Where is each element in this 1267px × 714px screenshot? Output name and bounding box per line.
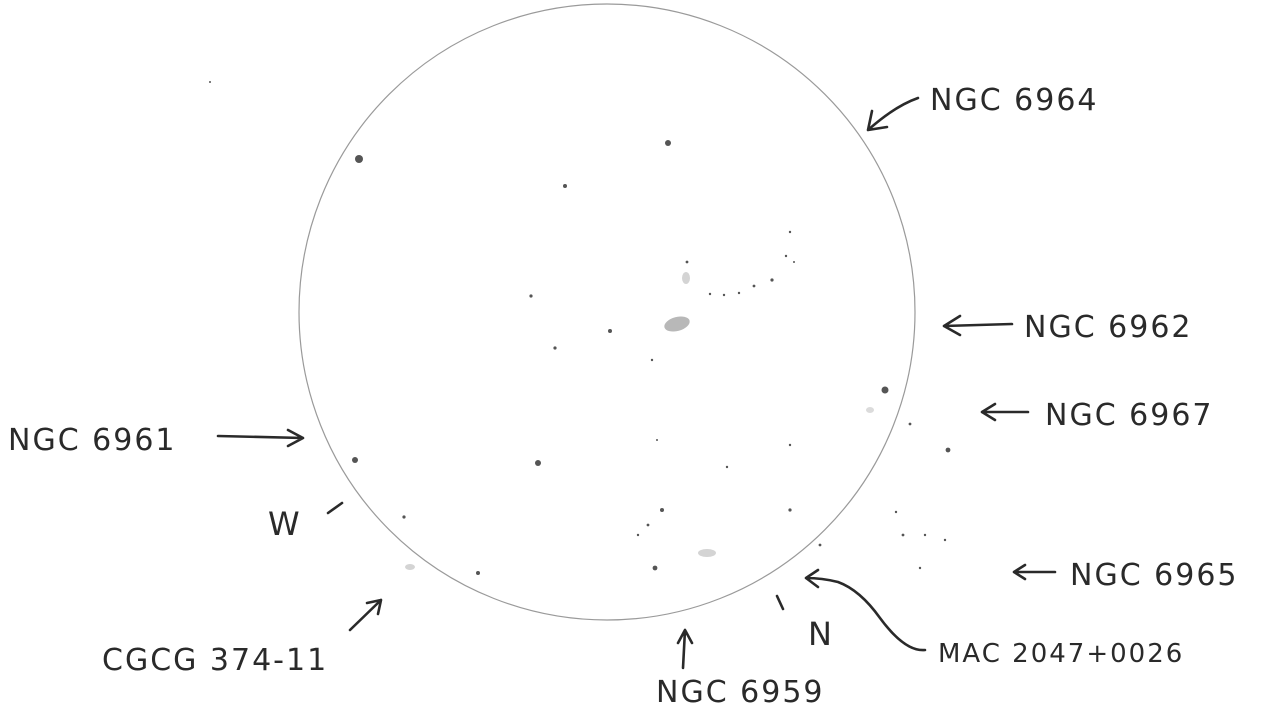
- star: [402, 515, 406, 519]
- star: [784, 254, 788, 258]
- label-mac: MAC 2047+0026: [938, 639, 1184, 669]
- star: [636, 533, 640, 537]
- field-of-view-circle: [298, 3, 916, 621]
- arrow-ngc6967: [980, 402, 1030, 422]
- star: [725, 465, 729, 469]
- arrow-ngc6965: [1012, 563, 1057, 581]
- galaxy-ngc6959: [698, 549, 716, 557]
- star: [563, 184, 567, 188]
- star: [665, 140, 671, 146]
- star: [535, 460, 541, 466]
- star: [770, 278, 774, 282]
- label-ngc6964: NGC 6964: [930, 83, 1099, 118]
- star: [529, 294, 533, 298]
- star: [553, 346, 557, 350]
- star: [788, 443, 792, 447]
- star: [650, 358, 654, 362]
- star: [352, 457, 358, 463]
- star: [660, 508, 664, 512]
- star: [788, 508, 792, 512]
- star: [355, 155, 363, 163]
- star: [476, 571, 480, 575]
- arrow-ngc6962: [942, 314, 1014, 337]
- star: [923, 533, 927, 537]
- galaxy-ngc6961: [405, 564, 415, 570]
- label-ngc6965: NGC 6965: [1070, 558, 1239, 593]
- star: [722, 293, 726, 297]
- labels: NGC 6964 NGC 6962 NGC 6967 NGC 6961 NGC …: [8, 83, 1239, 710]
- label-ngc6962: NGC 6962: [1024, 310, 1193, 345]
- arrow-ngc6964: [866, 96, 920, 132]
- star: [894, 510, 898, 514]
- star: [793, 261, 795, 263]
- stars: [209, 81, 951, 575]
- star: [881, 386, 889, 394]
- arrow-ngc6961: [216, 428, 305, 448]
- star: [943, 538, 947, 542]
- star: [818, 543, 822, 547]
- star: [209, 81, 211, 83]
- star: [901, 533, 905, 537]
- star: [752, 284, 756, 288]
- star: [918, 566, 922, 570]
- galaxy-ngc6964: [682, 272, 690, 284]
- direction-west: W: [268, 505, 300, 543]
- label-ngc6967: NGC 6967: [1045, 398, 1214, 433]
- arrows: [216, 96, 1057, 670]
- north-tick: [775, 594, 785, 611]
- label-cgcg: CGCG 374-11: [102, 643, 328, 678]
- label-ngc6959: NGC 6959: [656, 675, 825, 710]
- galaxy-ngc6967: [866, 407, 874, 413]
- star: [788, 230, 792, 234]
- star: [652, 565, 658, 571]
- star: [737, 291, 741, 295]
- label-ngc6961: NGC 6961: [8, 423, 177, 458]
- star: [646, 523, 650, 527]
- west-tick: [326, 501, 344, 515]
- arrow-ngc6959: [676, 628, 694, 670]
- star: [608, 329, 612, 333]
- arrow-mac: [804, 568, 927, 652]
- star: [708, 292, 712, 296]
- star: [945, 447, 951, 453]
- star: [908, 422, 912, 426]
- galaxy-ngc6962: [664, 316, 690, 332]
- arrow-cgcg: [348, 598, 383, 632]
- star: [656, 439, 658, 441]
- direction-north: N: [808, 615, 832, 653]
- star: [685, 260, 689, 264]
